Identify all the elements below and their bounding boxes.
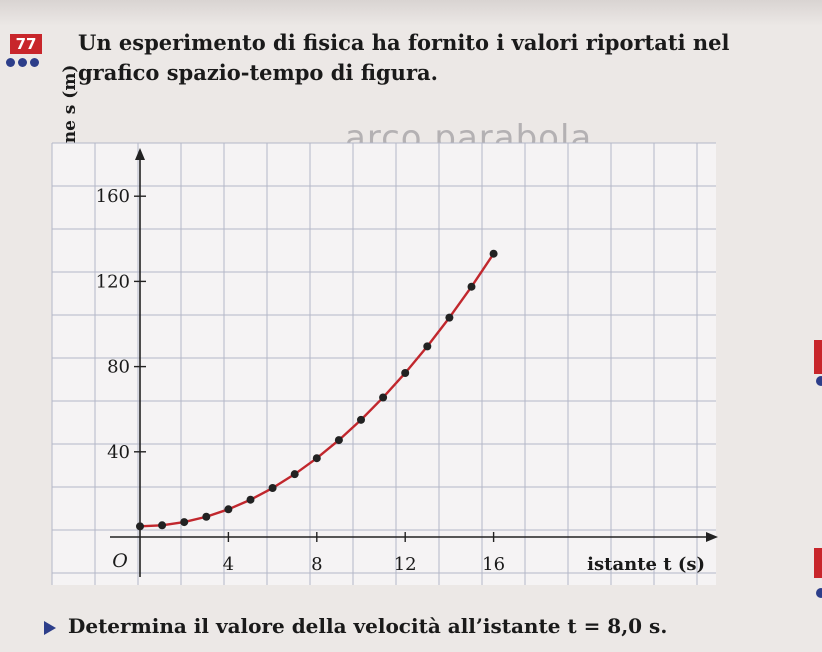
data-point <box>136 522 144 531</box>
y-axis-arrow-icon <box>135 148 145 160</box>
problem-line-1: Un esperimento di fisica ha fornito i va… <box>78 30 730 55</box>
data-point <box>467 282 476 291</box>
data-point <box>246 495 255 504</box>
data-point <box>489 249 498 258</box>
page-edge-tab-red-lower <box>814 548 822 578</box>
x-tick-label: 8 <box>311 554 322 575</box>
y-tick-label: 80 <box>107 357 130 378</box>
problem-number-badge: 77 <box>10 34 42 54</box>
data-point <box>423 342 432 351</box>
x-tick-label: 4 <box>223 554 234 575</box>
x-axis-arrow-icon <box>706 532 718 542</box>
data-point <box>268 484 277 493</box>
data-point <box>401 368 410 377</box>
plot-area <box>52 143 716 585</box>
problem-line-2: grafico spazio-tempo di figura. <box>78 60 438 85</box>
x-axis-label: istante t (s) <box>587 554 705 575</box>
data-point <box>158 521 167 530</box>
page-top-shadow <box>0 0 822 26</box>
data-point <box>180 518 189 527</box>
data-point <box>379 393 388 402</box>
question-label: Determina il valore della velocità all’i… <box>68 614 668 638</box>
y-tick-label: 120 <box>96 271 130 292</box>
data-point <box>202 512 211 521</box>
x-tick-label: 12 <box>394 554 417 575</box>
y-tick-label: 160 <box>96 186 130 207</box>
data-point <box>445 313 454 322</box>
page-edge-dot-blue <box>816 376 822 386</box>
page-edge-dot-blue-lower <box>816 588 822 598</box>
difficulty-dots <box>6 58 39 67</box>
problem-text: Un esperimento di fisica ha fornito i va… <box>78 28 778 88</box>
data-point <box>334 436 343 445</box>
question-text: Determina il valore della velocità all’i… <box>44 614 667 638</box>
y-tick-label: 40 <box>107 442 130 463</box>
bullet-triangle-icon <box>44 620 56 635</box>
data-point <box>290 470 299 479</box>
data-point <box>357 415 365 424</box>
x-tick-label: 16 <box>482 554 505 575</box>
data-point <box>224 505 233 514</box>
page-edge-tab-red <box>814 340 822 374</box>
origin-label: O <box>112 550 128 572</box>
data-point <box>312 454 321 463</box>
